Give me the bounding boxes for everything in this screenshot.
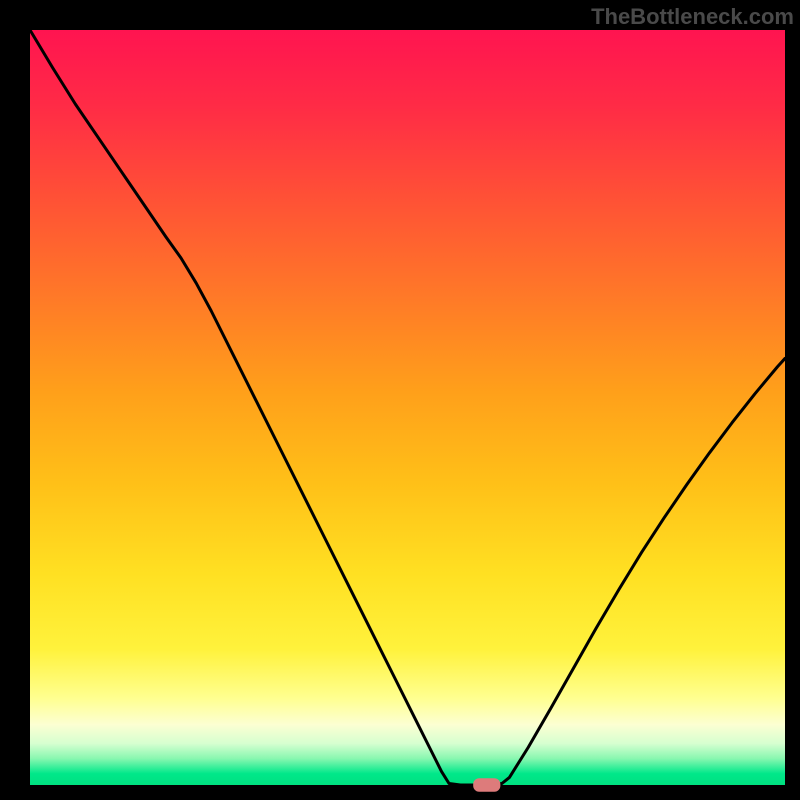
watermark-text: TheBottleneck.com: [591, 4, 794, 30]
chart-container: TheBottleneck.com: [0, 0, 800, 800]
plot-background: [30, 30, 785, 785]
bottleneck-chart: [0, 0, 800, 800]
optimal-marker: [473, 778, 500, 792]
